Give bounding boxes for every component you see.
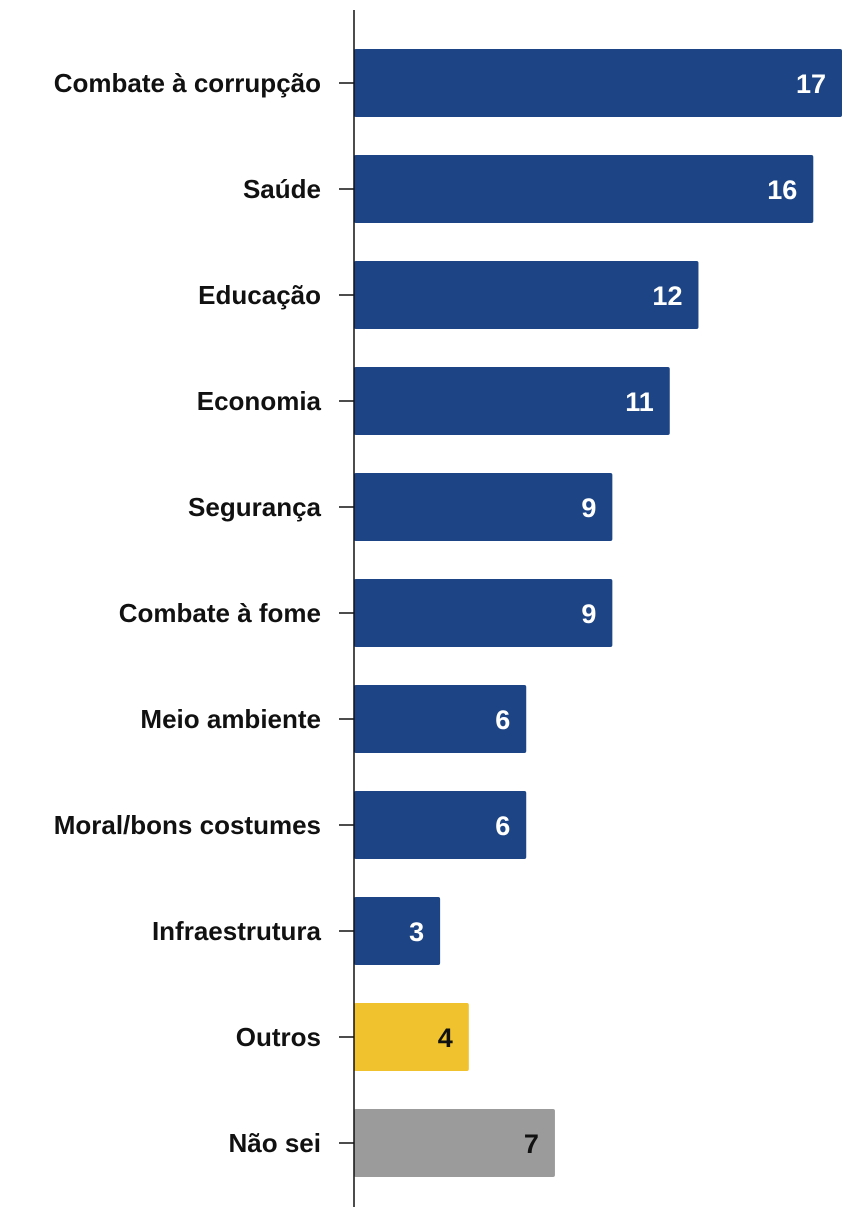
- value-label: 7: [524, 1129, 539, 1159]
- value-label: 6: [495, 811, 510, 841]
- bar: [354, 261, 698, 329]
- value-label: 11: [625, 387, 654, 417]
- value-label: 3: [409, 917, 424, 947]
- value-label: 6: [495, 705, 510, 735]
- bar: [354, 579, 612, 647]
- category-label: Saúde: [243, 174, 321, 204]
- category-label: Educação: [198, 280, 321, 310]
- value-label: 12: [652, 281, 682, 311]
- bars-layer: [354, 49, 842, 1177]
- category-label: Segurança: [188, 492, 321, 522]
- value-label: 9: [581, 493, 596, 523]
- category-label: Não sei: [229, 1128, 322, 1158]
- bar: [354, 49, 842, 117]
- category-label: Economia: [197, 386, 322, 416]
- value-label: 17: [796, 69, 826, 99]
- category-label: Combate à fome: [119, 598, 321, 628]
- category-label: Meio ambiente: [140, 704, 321, 734]
- bar: [354, 473, 612, 541]
- ticks-layer: [339, 83, 354, 1143]
- value-label: 4: [438, 1023, 453, 1053]
- category-label: Outros: [236, 1022, 321, 1052]
- category-label: Combate à corrupção: [54, 68, 321, 98]
- value-label: 9: [581, 599, 596, 629]
- value-label: 16: [767, 175, 797, 205]
- bar: [354, 155, 813, 223]
- bar: [354, 897, 440, 965]
- bar: [354, 367, 670, 435]
- category-label: Infraestrutura: [152, 916, 322, 946]
- category-label: Moral/bons costumes: [54, 810, 321, 840]
